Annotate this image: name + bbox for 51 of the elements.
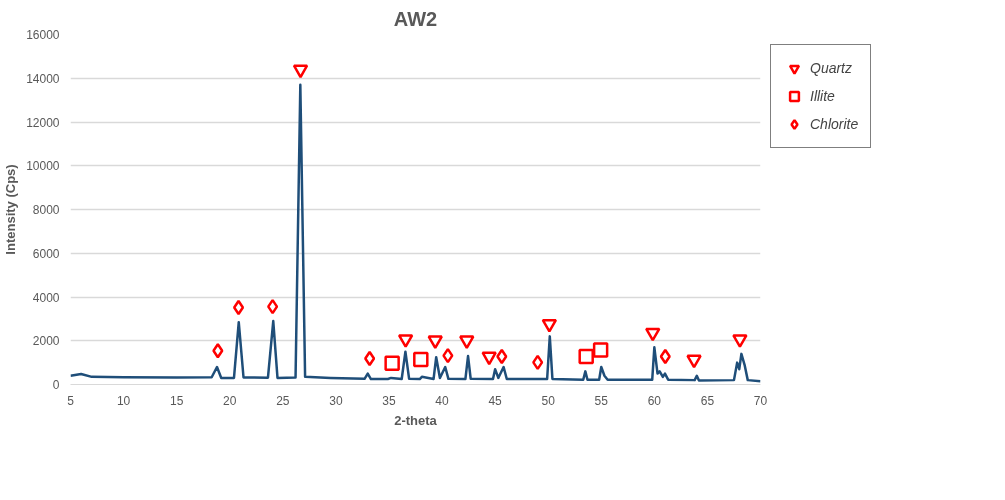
point [541, 318, 558, 333]
y-tick-label: 12000 [26, 115, 60, 130]
x-tick-label: 45 [488, 393, 503, 408]
point [481, 351, 497, 366]
y-tick-label: 10000 [26, 159, 60, 174]
x-tick-label: 10 [116, 393, 131, 408]
point [397, 334, 414, 348]
point [732, 334, 748, 348]
point [686, 354, 702, 369]
y-tick-label: 2000 [32, 334, 60, 349]
x-tick-label: 15 [169, 393, 184, 408]
point [413, 351, 429, 368]
point [645, 327, 661, 342]
point [659, 348, 671, 365]
y-tick-label: 14000 [26, 71, 60, 86]
x-tick-label: 65 [700, 393, 715, 408]
y-axis-title: Intensity (Cps) [3, 164, 19, 255]
y-tick-label: 8000 [32, 203, 60, 217]
point [459, 335, 475, 350]
x-tick-label: 55 [594, 393, 609, 408]
legend-label: Quartz [810, 60, 853, 76]
x-tick-label: 30 [329, 393, 343, 408]
x-tick-label: 20 [223, 393, 237, 408]
point [592, 342, 609, 358]
point [442, 347, 454, 364]
point [496, 348, 508, 365]
x-tick-label: 35 [382, 393, 396, 408]
point [267, 298, 279, 315]
point [532, 354, 544, 371]
point [364, 350, 376, 367]
y-tick-label: 0 [52, 378, 60, 392]
x-axis-title: 2-theta [394, 412, 438, 428]
y-tick-label: 16000 [26, 28, 60, 42]
point [292, 64, 309, 79]
x-tick-label: 25 [276, 393, 290, 408]
x-tick-label: 5 [67, 393, 75, 408]
point [232, 299, 245, 316]
point [427, 335, 443, 350]
legend-label: Illite [810, 88, 835, 104]
x-tick-label: 50 [541, 393, 556, 408]
point [212, 343, 224, 359]
y-tick-label: 6000 [32, 246, 60, 261]
x-tick-label: 60 [647, 393, 662, 408]
point [578, 348, 594, 365]
x-tick-label: 40 [435, 393, 450, 408]
chart-title: AW2 [393, 7, 438, 30]
line-series [70, 83, 761, 383]
legend-label: Chlorite [810, 116, 859, 132]
point [384, 355, 400, 372]
x-tick-label: 70 [753, 393, 768, 408]
y-tick-label: 4000 [32, 290, 60, 305]
